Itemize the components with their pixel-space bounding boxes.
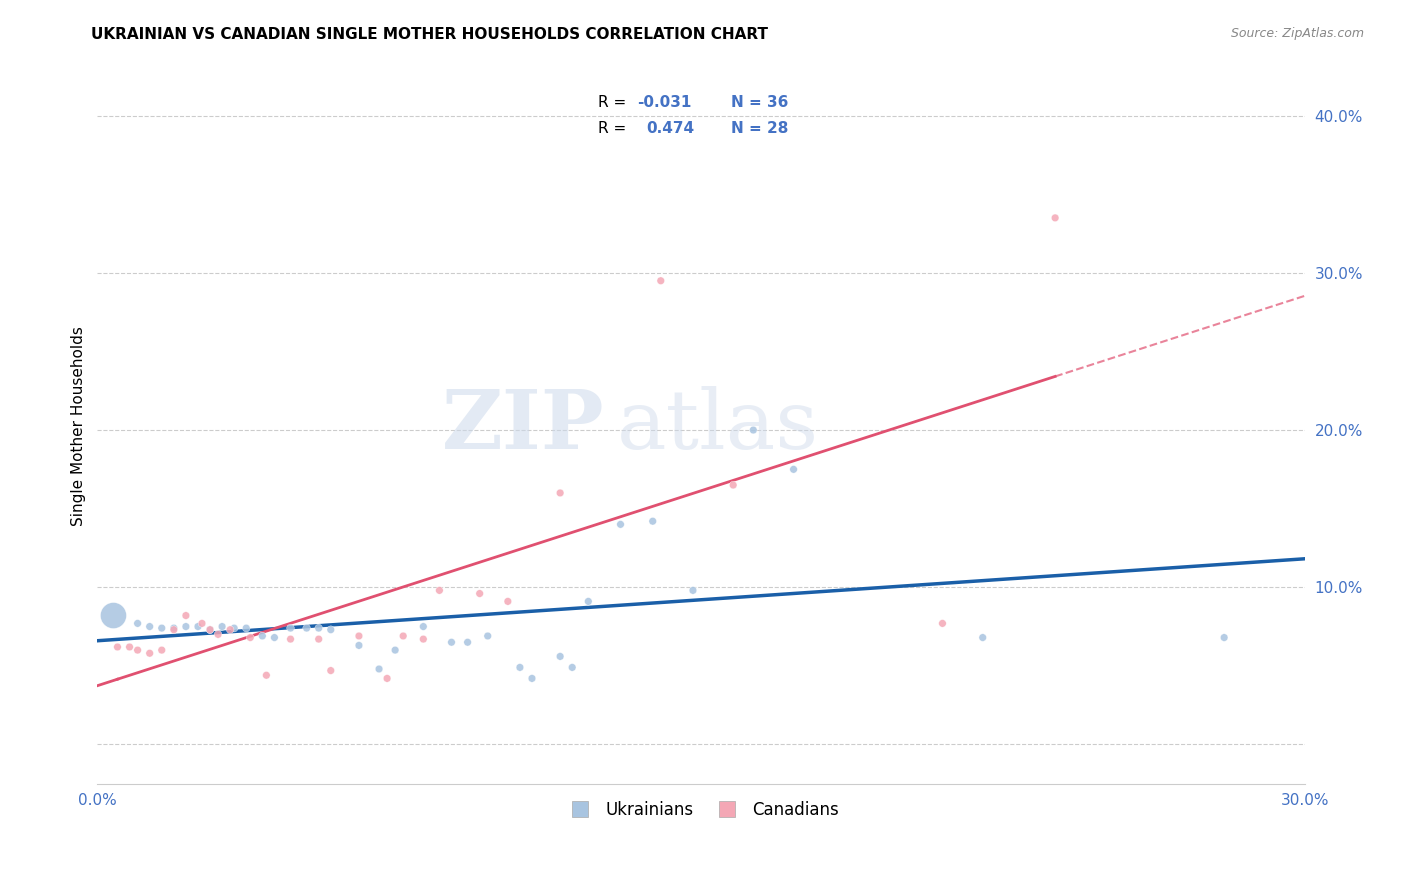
Point: [548, 649, 571, 664]
Point: [641, 514, 664, 528]
Point: [308, 621, 330, 635]
Point: [1213, 631, 1236, 645]
Point: [742, 423, 765, 437]
Text: atlas: atlas: [616, 386, 818, 467]
Point: [127, 643, 149, 657]
Point: [174, 619, 197, 633]
Point: [429, 583, 451, 598]
Point: [682, 583, 704, 598]
Point: [198, 623, 221, 637]
Point: [392, 629, 415, 643]
Point: [295, 621, 318, 635]
Point: [163, 621, 186, 635]
Point: [468, 586, 491, 600]
Point: [280, 632, 302, 647]
Point: [211, 619, 233, 633]
Point: [375, 672, 398, 686]
Text: 0.474: 0.474: [647, 121, 695, 136]
Point: [150, 621, 173, 635]
Point: [440, 635, 463, 649]
Point: [319, 664, 342, 678]
Point: [347, 629, 370, 643]
Point: [103, 608, 125, 623]
Point: [235, 621, 257, 635]
Point: [782, 462, 804, 476]
Text: N = 28: N = 28: [731, 121, 789, 136]
Point: [520, 672, 543, 686]
Point: [174, 608, 197, 623]
Point: [509, 660, 531, 674]
Point: [561, 660, 583, 674]
Point: [191, 616, 214, 631]
Point: [280, 621, 302, 635]
Point: [548, 486, 571, 500]
Point: [138, 646, 160, 660]
Point: [207, 627, 229, 641]
Point: [721, 478, 744, 492]
Point: [368, 662, 391, 676]
Y-axis label: Single Mother Households: Single Mother Households: [72, 326, 86, 526]
Point: [263, 631, 285, 645]
Point: [609, 517, 631, 532]
Point: [576, 594, 599, 608]
Point: [319, 623, 342, 637]
Point: [931, 616, 953, 631]
Point: [412, 632, 434, 647]
Point: [187, 619, 209, 633]
Point: [107, 640, 129, 654]
Point: [477, 629, 499, 643]
Point: [138, 619, 160, 633]
Point: [496, 594, 519, 608]
Point: [254, 668, 277, 682]
Point: [1043, 211, 1066, 225]
Point: [198, 623, 221, 637]
Point: [412, 619, 434, 633]
Point: [224, 621, 246, 635]
Point: [118, 640, 141, 654]
Point: [347, 639, 370, 653]
Point: [308, 632, 330, 647]
Point: [252, 629, 274, 643]
Text: R =: R =: [599, 121, 627, 136]
Text: Source: ZipAtlas.com: Source: ZipAtlas.com: [1230, 27, 1364, 40]
Point: [972, 631, 994, 645]
Point: [150, 643, 173, 657]
Point: [127, 616, 149, 631]
Text: R =: R =: [599, 95, 627, 111]
Legend: Ukrainians, Canadians: Ukrainians, Canadians: [557, 794, 845, 825]
Point: [219, 623, 242, 637]
Text: -0.031: -0.031: [637, 95, 692, 111]
Text: N = 36: N = 36: [731, 95, 789, 111]
Point: [239, 631, 262, 645]
Point: [457, 635, 479, 649]
Point: [163, 623, 186, 637]
Text: UKRAINIAN VS CANADIAN SINGLE MOTHER HOUSEHOLDS CORRELATION CHART: UKRAINIAN VS CANADIAN SINGLE MOTHER HOUS…: [91, 27, 769, 42]
Point: [384, 643, 406, 657]
Point: [650, 274, 672, 288]
Text: ZIP: ZIP: [441, 386, 605, 467]
